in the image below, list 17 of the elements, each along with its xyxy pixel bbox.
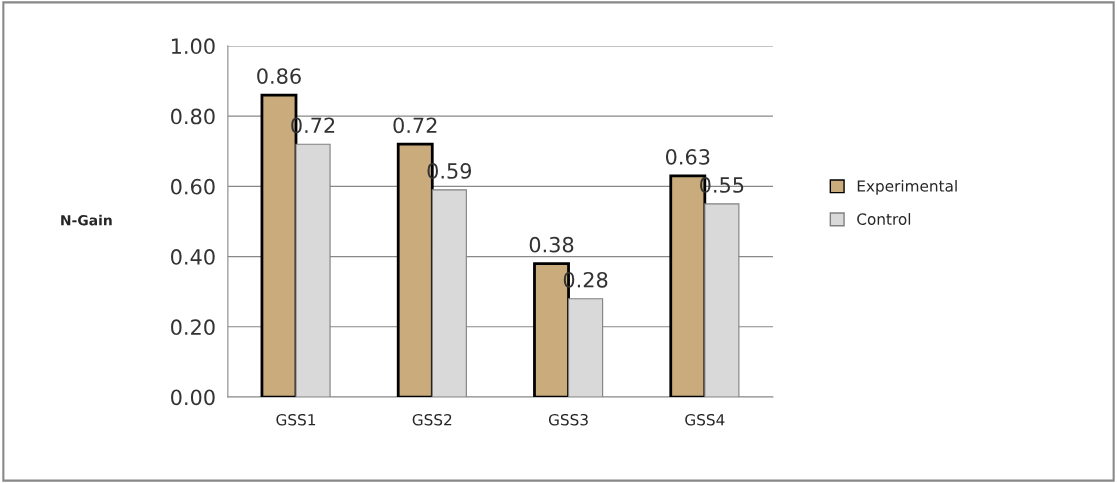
data-label: 0.86 bbox=[257, 68, 301, 84]
data-label: 0.72 bbox=[393, 117, 437, 134]
y-tick-label: 0.40 bbox=[171, 249, 215, 265]
x-tick-label: GSS3 bbox=[548, 413, 588, 426]
y-tick-label: 0.60 bbox=[171, 178, 215, 195]
y-axis-title: N-Gain bbox=[61, 214, 112, 226]
legend-label: Control bbox=[857, 213, 911, 225]
y-tick-label: 0.80 bbox=[171, 108, 215, 125]
x-tick-label: GSS2 bbox=[412, 413, 452, 426]
data-label: 0.63 bbox=[665, 148, 710, 165]
x-tick-label: GSS1 bbox=[276, 413, 316, 426]
y-tick-label: 0.20 bbox=[171, 319, 215, 336]
y-tick-label: 1.00 bbox=[171, 38, 215, 55]
legend-label: Experimental bbox=[857, 179, 957, 195]
y-tick-label: 0.00 bbox=[171, 389, 215, 406]
data-label: 0.38 bbox=[529, 236, 574, 253]
x-tick-label: GSS4 bbox=[685, 413, 725, 426]
